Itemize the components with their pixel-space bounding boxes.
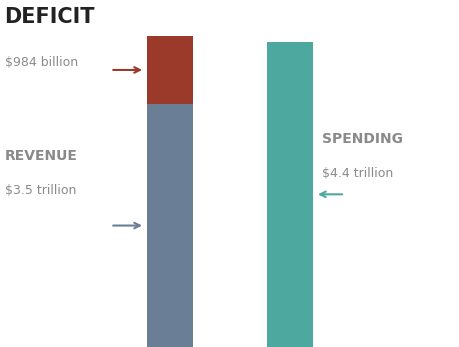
Text: SPENDING: SPENDING bbox=[321, 132, 402, 146]
Bar bbox=[147, 104, 193, 347]
Bar bbox=[266, 42, 312, 347]
Text: $984 billion: $984 billion bbox=[5, 56, 78, 68]
Text: $4.4 trillion: $4.4 trillion bbox=[321, 167, 392, 180]
Bar bbox=[147, 36, 193, 104]
Text: DEFICIT: DEFICIT bbox=[5, 7, 95, 27]
Text: $3.5 trillion: $3.5 trillion bbox=[5, 184, 76, 197]
Text: REVENUE: REVENUE bbox=[5, 149, 77, 163]
